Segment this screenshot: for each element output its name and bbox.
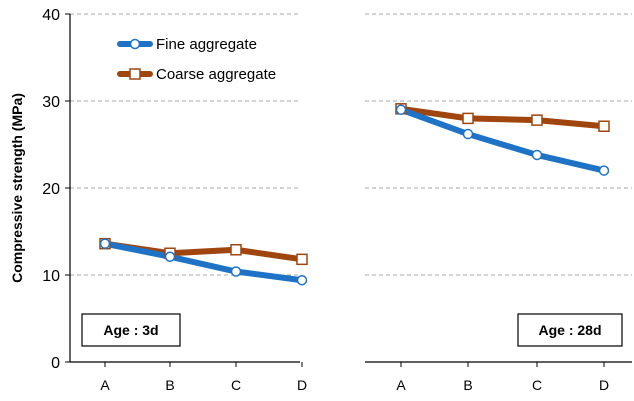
series-line-fine-aggregate-panel-1	[102, 240, 305, 284]
data-point-fine-aggregate	[230, 266, 242, 277]
data-point-fine-aggregate	[296, 274, 308, 286]
x-tick-label: D	[599, 377, 609, 393]
data-point-coarse-aggregate	[531, 114, 543, 126]
x-tick-label: A	[100, 377, 110, 393]
y-tick-label: 20	[42, 181, 60, 198]
data-point-fine-aggregate	[531, 149, 543, 161]
series-line-fine-aggregate-panel-2	[398, 106, 607, 174]
data-point-coarse-aggregate	[462, 112, 474, 125]
x-tick-label: D	[297, 377, 307, 393]
labels-layer: 0 10 20 30 40 A B C D A B C D Compressive strength (M…	[9, 7, 623, 393]
panel-label: Age : 3d	[103, 322, 158, 338]
y-tick-label: 30	[42, 94, 60, 111]
data-point-fine-aggregate	[164, 251, 176, 262]
data-point-coarse-aggregate	[598, 120, 610, 132]
gridlines	[70, 13, 632, 276]
series-line-coarse-aggregate-panel-2	[398, 105, 607, 130]
x-tick-label: B	[165, 377, 174, 393]
y-tick-label: 0	[51, 355, 60, 372]
legend-entry-label: Fine aggregate	[156, 36, 257, 53]
series-layer	[99, 103, 610, 286]
data-point-fine-aggregate	[99, 238, 111, 249]
legend-marker-square	[129, 68, 141, 80]
data-point-coarse-aggregate	[296, 253, 308, 266]
legend-marker-circle	[129, 38, 141, 50]
axes	[65, 13, 632, 367]
data-point-fine-aggregate	[395, 104, 407, 115]
data-point-coarse-aggregate	[230, 244, 242, 256]
y-tick-label: 40	[42, 7, 60, 24]
y-tick-label: 10	[42, 268, 60, 285]
x-tick-label: B	[463, 377, 472, 393]
panel-label-box	[81, 313, 181, 347]
x-tick-label: C	[532, 377, 542, 393]
x-tick-label: A	[396, 377, 406, 393]
data-point-fine-aggregate	[598, 165, 610, 176]
data-point-fine-aggregate	[462, 128, 474, 140]
legend-entry-label: Coarse aggregate	[156, 66, 276, 83]
x-tick-label: C	[231, 377, 241, 393]
y-axis-label: Compressive strength (MPa)	[9, 93, 25, 283]
panel-label: Age : 28d	[538, 322, 601, 338]
panel-label-box	[517, 313, 623, 347]
